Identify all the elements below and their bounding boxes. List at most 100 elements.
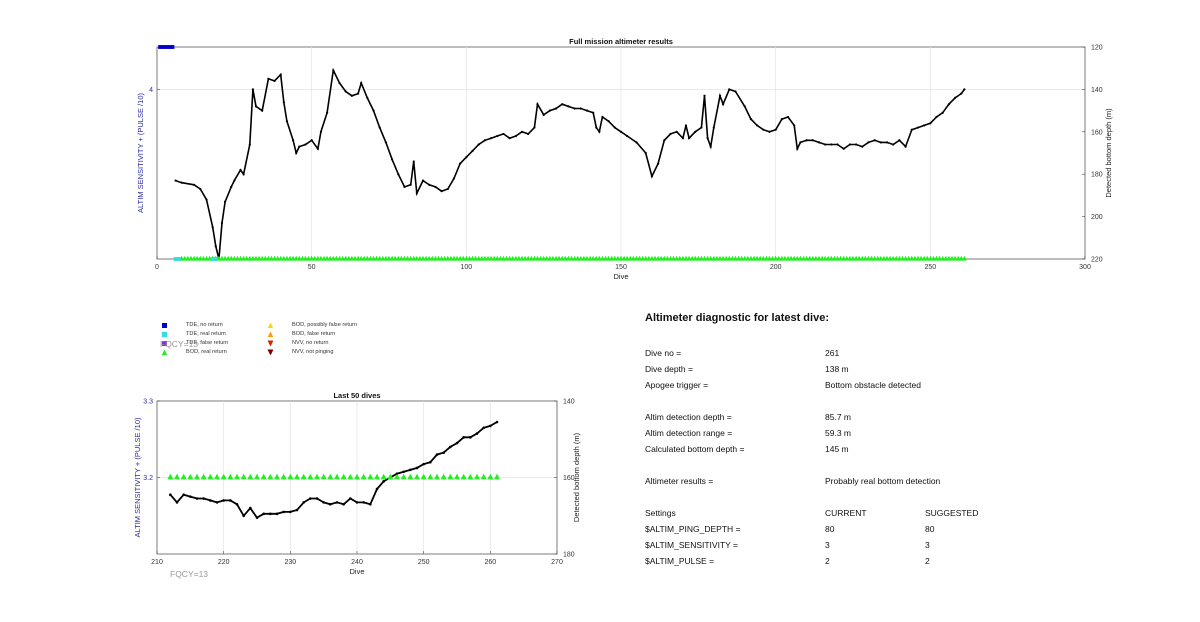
bod-real-return-marker [400,473,407,480]
depth-point [768,130,771,133]
depth-point [824,143,827,146]
depth-point [923,124,926,127]
depth-point [344,90,347,93]
x-axis-label: Dive [613,272,628,281]
depth-point [598,130,601,133]
depth-point [536,103,539,106]
bod-real-return-marker [460,473,467,480]
legend-label: BOD, real return [186,349,227,355]
depth-point [298,145,301,148]
depth-point [452,177,456,180]
depth-point [635,141,638,144]
setting-current: 80 [825,524,835,534]
setting-current: 2 [825,556,830,566]
diag-row-altimeter-results: Altimeter results = Probably real bottom… [645,476,1165,488]
diag-row-dive-depth: Dive depth = 138 m [645,364,1165,376]
depth-point [249,506,252,510]
legend-label: BOD, possibly false return [292,322,357,328]
diag-row-detection-range: Altim detection range = 59.3 m [645,428,1165,440]
depth-point [495,420,499,424]
depth-point [180,181,183,184]
bod-real-return-marker [353,473,361,480]
bod-real-return-marker [480,473,487,480]
y-tick-label-right: 140 [563,399,575,406]
diag-row-bottom-depth: Calculated bottom depth = 145 m [645,444,1165,456]
depth-point [669,132,672,136]
depth-point [422,462,425,466]
setting-suggested: 3 [925,540,930,550]
depth-point [743,105,746,108]
tde-marker [164,45,169,49]
depth-point [261,109,264,112]
depth-point [929,122,932,125]
depth-point [935,115,938,119]
depth-point [554,107,558,110]
depth-point [440,190,443,193]
depth-point [304,143,307,146]
depth-point [389,476,392,479]
depth-point [175,501,179,504]
bottom-depth-line [169,421,498,519]
depth-point [372,109,375,112]
depth-point [475,432,479,435]
x-tick-label: 250 [418,559,430,566]
bod-real-return-marker [180,473,187,480]
depth-point [465,156,468,159]
bod-real-return-marker [333,473,341,480]
diag-row-detection-depth: Altim detection depth = 85.7 m [645,412,1165,424]
depth-point [477,143,480,146]
depth-point [428,183,431,186]
depth-point [233,179,236,182]
bod-real-return-marker [440,473,447,480]
y-tick-label-left: 4 [149,87,153,94]
depth-point [459,162,462,165]
depth-point [496,134,499,138]
depth-point [561,103,564,106]
x-tick-label: 230 [284,559,296,566]
tde-marker [167,45,172,49]
depth-point [435,453,439,456]
depth-point [681,137,684,140]
plot-frame [156,400,558,555]
legend: TDE, no return TDE, real return TDE, fal… [160,322,400,362]
depth-point [403,185,406,189]
depth-point [471,149,474,152]
bod-real-return-marker [233,473,241,480]
depth-point [718,94,722,97]
diag-row-apogee-trigger: Apogee trigger = Bottom obstacle detecte… [645,380,1165,392]
depth-point [780,117,783,121]
y-tick-label-right: 160 [1091,129,1103,136]
triangle-up-icon [267,331,273,337]
depth-point [279,73,282,76]
tde-marker [176,257,181,261]
bod-real-return-marker [247,473,254,480]
x-tick-label: 50 [308,264,316,271]
diag-value: Bottom obstacle detected [825,380,921,390]
depth-point [239,168,242,172]
bod-real-return-marker [380,473,387,480]
depth-point [960,92,963,95]
depth-point [202,497,205,500]
depth-point [527,132,530,136]
diag-label: Altimeter results = [645,476,714,486]
diag-label: Dive no = [645,348,682,358]
settings-header-current: CURRENT [825,508,867,518]
depth-point [335,501,339,504]
depth-point [366,96,369,99]
depth-point [409,468,412,472]
depth-point [542,113,545,116]
depth-point [255,516,259,519]
depth-point [402,470,405,474]
legend-label: NVV, no return [292,340,329,346]
depth-point [684,124,688,127]
depth-point [953,96,957,99]
bod-real-return-marker [293,473,301,480]
depth-point [421,179,425,182]
legend-label: TDE, false return [186,340,229,346]
depth-point [309,497,312,500]
depth-point [579,107,582,110]
depth-point [799,141,802,144]
depth-point [734,90,737,93]
fqcy-label-mini: FQCY=13 [170,569,209,579]
depth-point [774,128,777,131]
